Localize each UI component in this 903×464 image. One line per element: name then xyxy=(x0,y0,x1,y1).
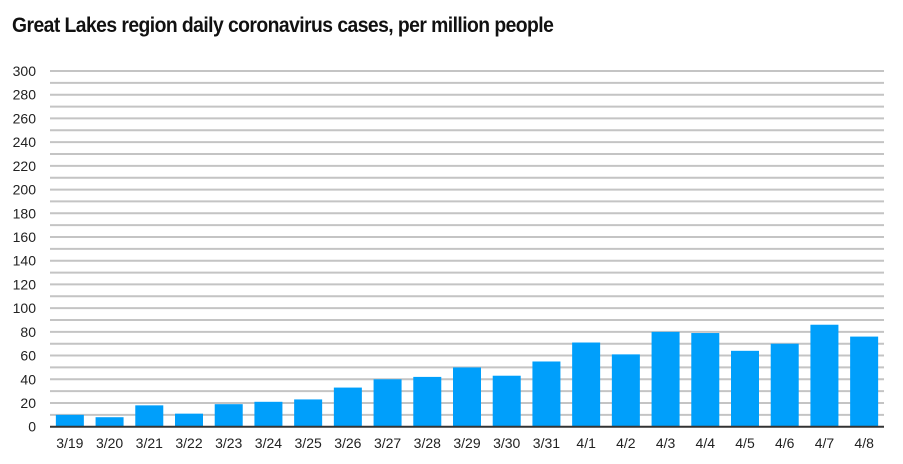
x-tick-label: 3/26 xyxy=(334,435,361,451)
x-tick-label: 3/29 xyxy=(453,435,480,451)
bar-4-6 xyxy=(770,343,799,427)
x-tick-label: 3/27 xyxy=(374,435,401,451)
bar-3-27 xyxy=(373,379,402,427)
y-tick-label: 120 xyxy=(13,276,37,292)
bar-3-19 xyxy=(55,414,84,427)
x-tick-label: 3/20 xyxy=(96,435,123,451)
x-tick-label: 3/25 xyxy=(295,435,322,451)
bar-3-21 xyxy=(135,405,164,427)
x-tick-label: 3/19 xyxy=(56,435,83,451)
y-tick-label: 280 xyxy=(13,87,37,103)
bar-3-31 xyxy=(532,361,561,427)
y-tick-label: 140 xyxy=(13,253,37,269)
x-tick-label: 3/23 xyxy=(215,435,242,451)
x-tick-label: 3/22 xyxy=(175,435,202,451)
y-tick-label: 60 xyxy=(20,348,36,364)
bar-4-1 xyxy=(572,342,601,427)
bar-3-28 xyxy=(413,376,442,427)
x-tick-label: 3/28 xyxy=(414,435,441,451)
x-tick-label: 3/24 xyxy=(255,435,282,451)
y-tick-label: 240 xyxy=(13,134,37,150)
bar-3-25 xyxy=(294,399,323,427)
bar-4-7 xyxy=(810,324,839,427)
x-tick-label: 4/4 xyxy=(696,435,716,451)
bar-3-20 xyxy=(95,417,124,427)
bar-3-29 xyxy=(453,367,481,427)
bar-4-5 xyxy=(731,350,759,427)
bar-4-8 xyxy=(850,336,879,427)
y-tick-label: 300 xyxy=(13,63,37,79)
bar-4-4 xyxy=(691,333,720,427)
x-tick-label: 3/31 xyxy=(533,435,560,451)
y-tick-label: 0 xyxy=(28,419,36,435)
bar-3-22 xyxy=(175,413,203,427)
x-tick-label: 4/2 xyxy=(616,435,636,451)
y-tick-label: 180 xyxy=(13,205,37,221)
chart-title: Great Lakes region daily coronavirus cas… xyxy=(12,14,554,37)
bar-3-26 xyxy=(333,387,362,427)
x-tick-label: 3/30 xyxy=(493,435,520,451)
y-tick-label: 260 xyxy=(13,110,37,126)
y-tick-label: 160 xyxy=(13,229,37,245)
y-tick-label: 80 xyxy=(20,324,36,340)
x-tick-label: 4/6 xyxy=(775,435,795,451)
x-tick-label: 4/5 xyxy=(735,435,755,451)
y-tick-label: 20 xyxy=(20,395,36,411)
bar-4-2 xyxy=(611,354,640,427)
y-tick-label: 220 xyxy=(13,158,37,174)
bar-3-24 xyxy=(254,401,283,427)
bar-4-3 xyxy=(651,331,680,427)
x-tick-label: 4/7 xyxy=(815,435,835,451)
x-tick-label: 4/8 xyxy=(854,435,874,451)
x-tick-label: 4/1 xyxy=(576,435,596,451)
y-tick-label: 100 xyxy=(13,300,37,316)
bar-3-23 xyxy=(214,404,243,427)
y-tick-label: 200 xyxy=(13,182,37,198)
x-tick-label: 4/3 xyxy=(656,435,676,451)
x-tick-label: 3/21 xyxy=(136,435,163,451)
y-tick-label: 40 xyxy=(20,371,36,387)
bar-3-30 xyxy=(492,375,521,427)
